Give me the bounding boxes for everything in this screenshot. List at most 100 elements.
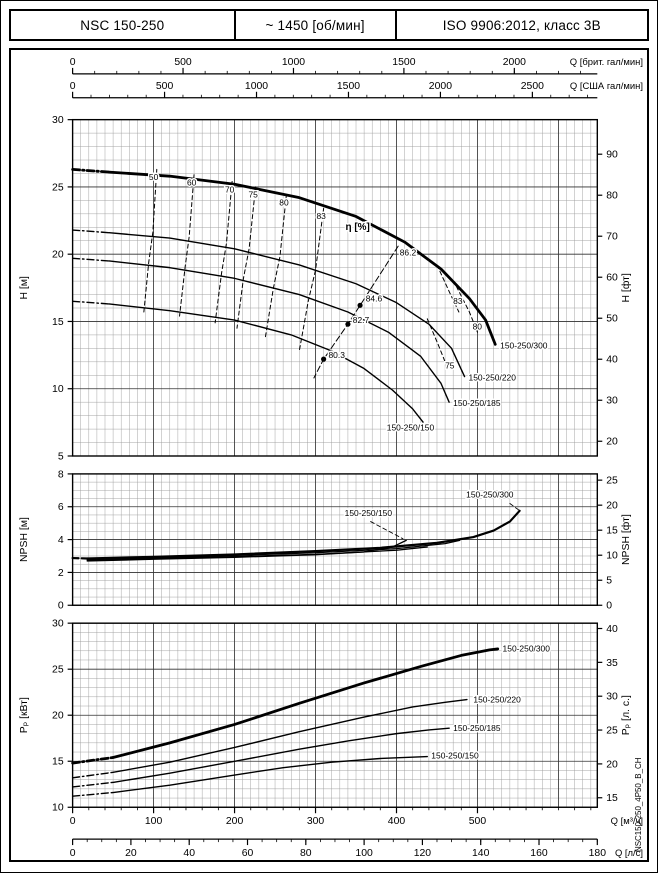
tick-label: 40 xyxy=(606,355,618,366)
tick-label: 180 xyxy=(589,848,607,859)
chart-frame: 5 10 15 20 25 30 20 30 40 50 60 70 80 90 H [м] H [фт] 0 5… xyxy=(9,48,649,862)
y2-axis-label: H [фт] xyxy=(620,273,632,302)
curve-annotation: 75 xyxy=(445,361,455,371)
tick-label: 1000 xyxy=(245,81,268,92)
curve-leader-150 xyxy=(370,521,404,540)
tick-label: 0 xyxy=(606,601,612,612)
x-axis-unit-label: Q [США гал/мин] xyxy=(570,81,643,92)
curve-150-250/185-head xyxy=(71,257,110,262)
tick-label: 0 xyxy=(70,848,76,859)
bep-marker xyxy=(345,321,351,327)
curve-150-250/300 xyxy=(107,170,497,346)
tick-label: 30 xyxy=(52,115,64,126)
tick-label: 200 xyxy=(226,816,244,827)
tick-label: 15 xyxy=(52,757,64,768)
tick-label: 25 xyxy=(606,726,618,737)
curve-annotation: 150-250/185 xyxy=(453,723,501,733)
tick-label: 10 xyxy=(606,551,618,562)
tick-label: 0 xyxy=(58,601,64,612)
tick-label: 0 xyxy=(70,81,76,92)
pump-speed: ~ 1450 [об/мин] xyxy=(236,11,397,39)
curve-150-250/300 xyxy=(111,647,500,759)
curve-eff-83 xyxy=(298,207,325,352)
tick-label: 30 xyxy=(52,619,64,630)
bep-marker xyxy=(321,356,327,362)
tick-label: 100 xyxy=(355,848,373,859)
tick-label: 60 xyxy=(606,273,618,284)
tick-label: 50 xyxy=(606,314,618,325)
tick-label: 15 xyxy=(606,526,618,537)
curve-annotation: η [%] xyxy=(345,222,369,233)
tick-label: 1500 xyxy=(337,81,360,92)
curve-annotation: 150-250/150 xyxy=(431,750,479,760)
tick-label: 10 xyxy=(52,384,64,395)
tick-label: 20 xyxy=(606,759,618,770)
curve-annotation: 80 xyxy=(279,198,289,208)
y-axis-label: Pₚ [кВт] xyxy=(19,697,30,733)
tick-label: 80 xyxy=(606,191,618,202)
tick-label: 70 xyxy=(606,232,618,243)
curve-eff-80 xyxy=(264,194,287,339)
tick-label: 2000 xyxy=(429,81,452,92)
tick-label: 25 xyxy=(606,476,618,487)
curve-annotation: 83 xyxy=(317,211,327,221)
tick-label: 400 xyxy=(388,816,406,827)
curve-eff-83-right xyxy=(436,264,460,313)
curve-annotation: 150-250/150 xyxy=(345,508,393,518)
tick-label: 25 xyxy=(52,665,64,676)
title-bar: NSC 150-250 ~ 1450 [об/мин] ISO 9906:201… xyxy=(9,9,649,41)
curve-150-250/300-head xyxy=(71,756,115,765)
curve-150-250/185-head xyxy=(71,781,114,788)
curve-150-250/185 xyxy=(108,260,450,403)
curve-annotation: 150-250/220 xyxy=(469,373,517,383)
tick-label: 80 xyxy=(300,848,312,859)
tick-label: 2500 xyxy=(521,81,544,92)
curve-annotation: 75 xyxy=(248,190,258,200)
x-axis-unit-label: Q [м³/ч] xyxy=(611,816,643,827)
curve-annotation: 80 xyxy=(473,322,483,332)
tick-label: 4 xyxy=(58,535,64,546)
curve-eff-75-right xyxy=(426,318,448,367)
tick-label: 20 xyxy=(52,250,64,261)
drawing-code: NSC150-250_4P50_B_CH xyxy=(634,757,643,852)
curve-150-250/220 xyxy=(108,232,466,378)
curve-150-250/150 xyxy=(112,755,428,794)
tick-label: 90 xyxy=(606,150,618,161)
curve-150-250/150 xyxy=(86,539,407,562)
curve-annotation: 150-250/185 xyxy=(453,398,501,408)
plot-border xyxy=(71,622,599,808)
curve-annotation: 150-250/150 xyxy=(387,422,435,432)
tick-label: 20 xyxy=(52,711,64,722)
tick-label: 30 xyxy=(606,692,618,703)
curve-150-250/220-head xyxy=(71,771,114,779)
curve-annotation: 70 xyxy=(225,184,235,194)
tick-label: 500 xyxy=(469,816,487,827)
tick-label: 2000 xyxy=(503,57,526,68)
curve-annotation: 84.6 xyxy=(366,293,383,303)
tick-label: 25 xyxy=(52,182,64,193)
tick-label: 5 xyxy=(58,451,64,462)
y-axis-label: H [м] xyxy=(19,276,30,300)
curve-annotation: 83 xyxy=(453,296,463,306)
bep-marker xyxy=(357,302,363,308)
curve-150-250/150-head xyxy=(71,791,114,797)
tick-label: 8 xyxy=(58,469,64,480)
tick-label: 140 xyxy=(472,848,490,859)
tick-label: 15 xyxy=(52,317,64,328)
tick-label: 2 xyxy=(58,568,64,579)
curve-150-250/300-head xyxy=(71,168,111,174)
tick-label: 0 xyxy=(70,816,76,827)
tick-label: 120 xyxy=(414,848,432,859)
tick-label: 30 xyxy=(606,396,618,407)
curve-150-250/300 xyxy=(86,509,521,560)
curve-150-250/150-head xyxy=(71,300,110,305)
tick-label: 100 xyxy=(145,816,163,827)
tick-label: 0 xyxy=(70,57,76,68)
tick-label: 20 xyxy=(606,501,618,512)
tick-label: 500 xyxy=(156,81,174,92)
tick-label: 20 xyxy=(125,848,137,859)
tick-label: 15 xyxy=(606,793,618,804)
curve-annotation: 150-250/300 xyxy=(500,340,548,350)
